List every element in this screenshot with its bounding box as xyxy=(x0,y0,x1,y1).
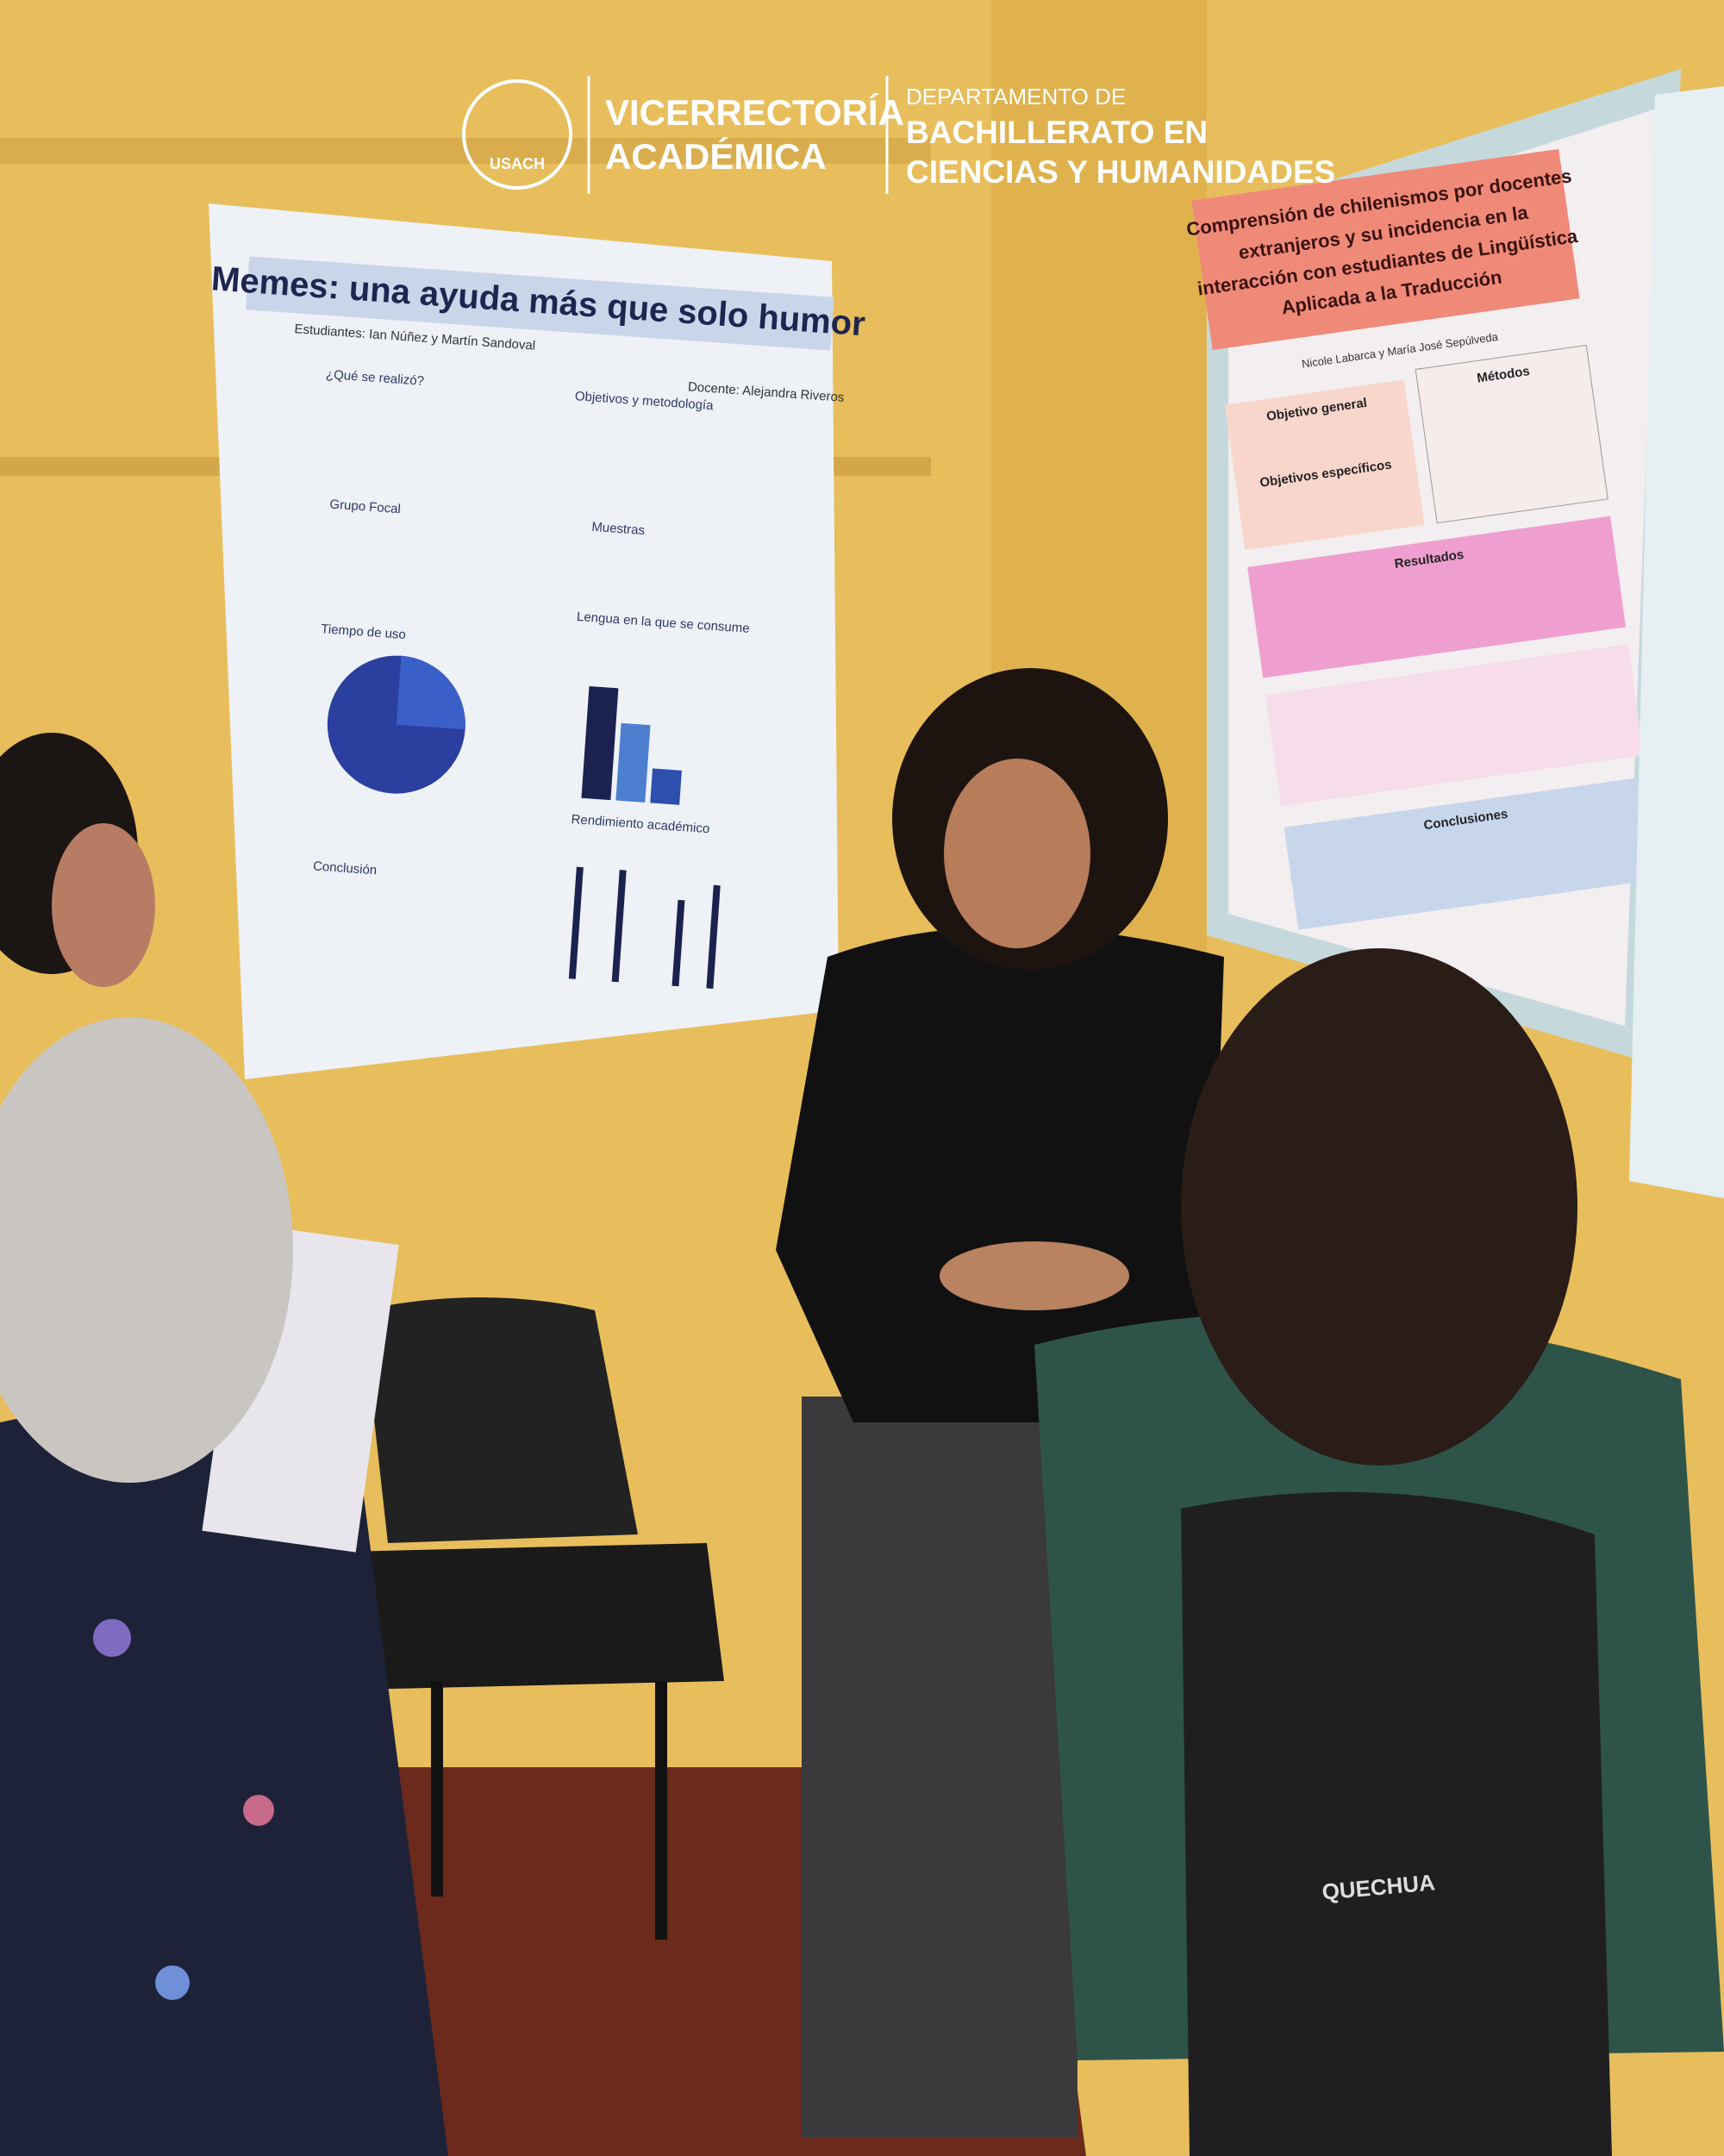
panel xyxy=(1265,644,1644,807)
logo-text: USACH xyxy=(490,155,545,172)
section-heading: Tiempo de uso xyxy=(321,622,407,642)
section-heading: Conclusión xyxy=(313,859,378,878)
floral-dress xyxy=(0,1409,448,2156)
poster-left xyxy=(209,203,839,1079)
chair-leg xyxy=(655,1681,667,1940)
bar-illustration xyxy=(581,686,619,801)
flower xyxy=(93,1619,131,1657)
bar-illustration xyxy=(671,899,685,987)
pie-illustration xyxy=(396,655,465,730)
face xyxy=(944,759,1090,948)
bar-illustration xyxy=(650,768,682,805)
bar-illustration xyxy=(615,722,651,803)
logo-ring xyxy=(462,79,572,190)
jeans xyxy=(802,1397,1078,2138)
panel xyxy=(1247,516,1627,678)
unit-name: ACADÉMICA xyxy=(605,136,827,177)
curly-hair xyxy=(1181,948,1577,1465)
title-box xyxy=(1191,148,1580,350)
poster-far-right xyxy=(1629,86,1724,1198)
department-name: CIENCIAS Y HUMANIDADES xyxy=(906,154,1335,190)
bar-illustration xyxy=(706,884,721,989)
section-heading: Muestras xyxy=(591,520,646,538)
panel xyxy=(1284,776,1662,930)
department-name: BACHILLERATO EN xyxy=(906,115,1208,150)
panel xyxy=(1415,345,1608,524)
poster-right-content: Comprensión de chilenismos por docentes … xyxy=(1185,148,1662,930)
grey-hair xyxy=(0,1017,293,1483)
title-band xyxy=(246,256,834,351)
black-shirt xyxy=(776,927,1224,1422)
chair-leg xyxy=(431,1681,443,1897)
hands xyxy=(940,1241,1129,1310)
flower xyxy=(243,1795,274,1826)
panel xyxy=(1224,379,1425,551)
chair-seat xyxy=(345,1543,724,1690)
flower xyxy=(155,1965,190,2000)
bar-illustration xyxy=(568,866,584,979)
section-heading: Grupo Focal xyxy=(329,497,402,517)
department-prefix: DEPARTAMENTO DE xyxy=(906,84,1126,109)
face xyxy=(52,823,155,987)
chair-back xyxy=(362,1297,638,1543)
bar-illustration xyxy=(611,870,627,983)
unit-name: VICERRECTORÍA xyxy=(605,92,904,133)
backpack xyxy=(1181,1491,1612,2156)
